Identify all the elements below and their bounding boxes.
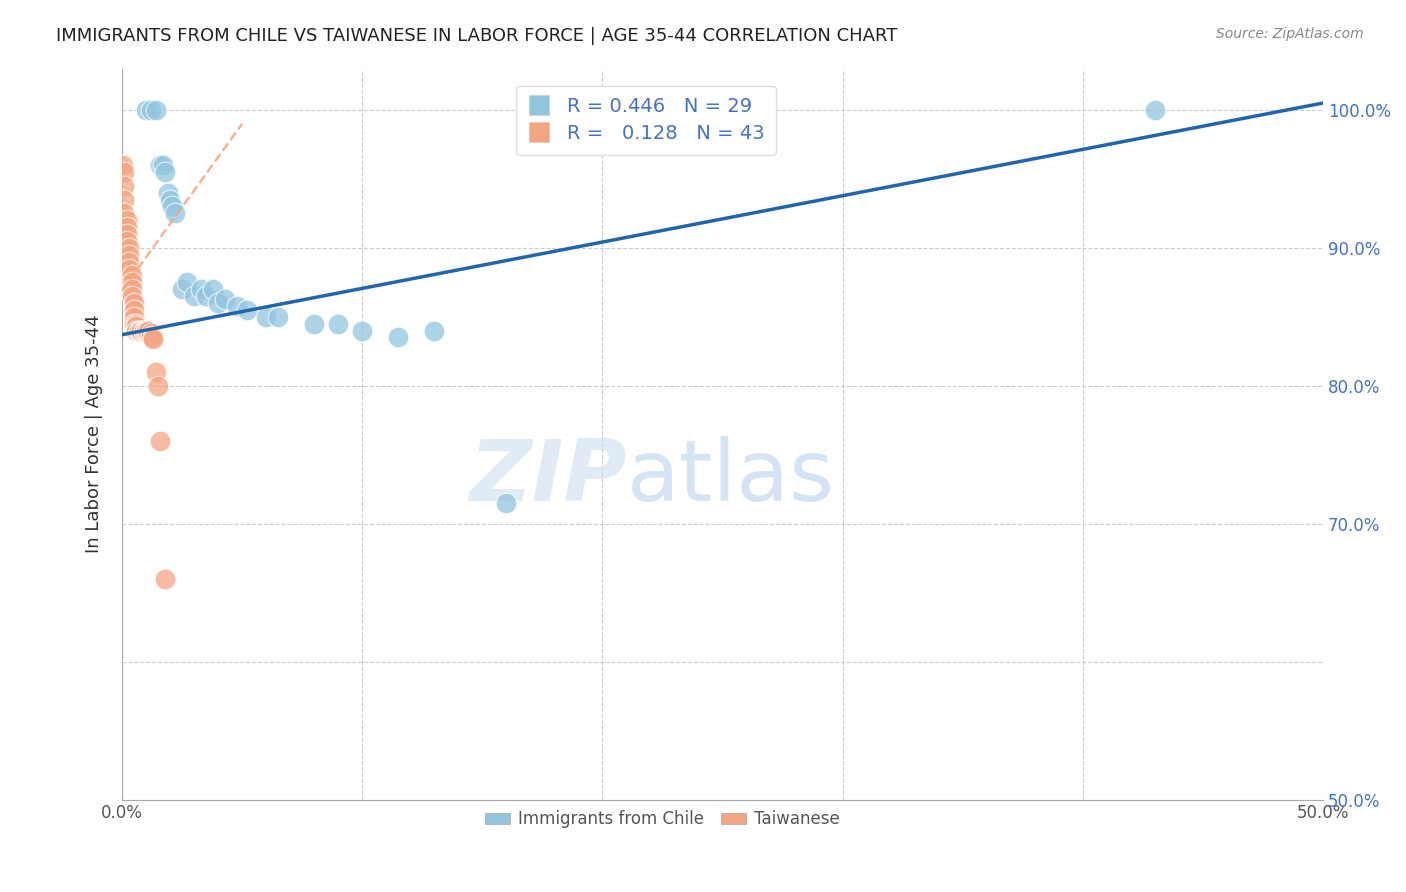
Point — [387, 330, 409, 344]
Point — [122, 302, 145, 317]
Point — [183, 289, 205, 303]
Point — [115, 213, 138, 227]
Y-axis label: In Labor Force | Age 35-44: In Labor Force | Age 35-44 — [86, 315, 103, 553]
Point — [1143, 103, 1166, 117]
Point — [128, 324, 150, 338]
Point — [149, 434, 172, 448]
Point — [125, 324, 148, 338]
Point — [121, 268, 143, 283]
Point — [142, 332, 165, 346]
Point — [495, 496, 517, 510]
Point — [236, 302, 259, 317]
Point — [162, 199, 184, 213]
Point — [121, 282, 143, 296]
Point — [118, 261, 141, 276]
Point — [149, 158, 172, 172]
Point — [115, 227, 138, 241]
Point — [128, 324, 150, 338]
Point — [195, 289, 218, 303]
Point — [118, 254, 141, 268]
Point — [156, 186, 179, 200]
Text: Source: ZipAtlas.com: Source: ZipAtlas.com — [1216, 27, 1364, 41]
Point — [115, 234, 138, 248]
Point — [125, 319, 148, 334]
Point — [139, 326, 162, 341]
Point — [132, 324, 155, 338]
Point — [128, 324, 150, 338]
Text: IMMIGRANTS FROM CHILE VS TAIWANESE IN LABOR FORCE | AGE 35-44 CORRELATION CHART: IMMIGRANTS FROM CHILE VS TAIWANESE IN LA… — [56, 27, 897, 45]
Text: atlas: atlas — [627, 436, 835, 519]
Point — [328, 317, 350, 331]
Point — [155, 165, 177, 179]
Point — [138, 324, 160, 338]
Point — [129, 324, 152, 338]
Point — [125, 317, 148, 331]
Point — [423, 324, 446, 338]
Point — [352, 324, 374, 338]
Point — [114, 178, 136, 193]
Point — [138, 324, 160, 338]
Point — [118, 241, 141, 255]
Point — [139, 329, 162, 343]
Point — [114, 206, 136, 220]
Point — [135, 103, 157, 117]
Point — [163, 206, 186, 220]
Point — [145, 103, 167, 117]
Point — [132, 324, 155, 338]
Point — [190, 282, 212, 296]
Point — [115, 220, 138, 235]
Point — [135, 324, 157, 338]
Point — [152, 158, 174, 172]
Point — [114, 193, 136, 207]
Point — [254, 310, 277, 324]
Point — [139, 103, 162, 117]
Point — [121, 289, 143, 303]
Point — [302, 317, 325, 331]
Legend: Immigrants from Chile, Taiwanese: Immigrants from Chile, Taiwanese — [478, 804, 846, 835]
Point — [142, 330, 165, 344]
Point — [112, 158, 135, 172]
Point — [214, 292, 236, 306]
Point — [121, 275, 143, 289]
Text: ZIP: ZIP — [468, 436, 627, 519]
Point — [267, 310, 290, 324]
Point — [172, 282, 194, 296]
Point — [122, 317, 145, 331]
Point — [226, 299, 249, 313]
Point — [146, 378, 169, 392]
Point — [145, 365, 167, 379]
Point — [122, 296, 145, 310]
Point — [135, 324, 157, 338]
Point — [176, 275, 198, 289]
Point — [114, 165, 136, 179]
Point — [202, 282, 225, 296]
Point — [122, 310, 145, 324]
Point — [159, 193, 181, 207]
Point — [129, 324, 152, 338]
Point — [118, 248, 141, 262]
Point — [207, 296, 229, 310]
Point — [155, 572, 177, 586]
